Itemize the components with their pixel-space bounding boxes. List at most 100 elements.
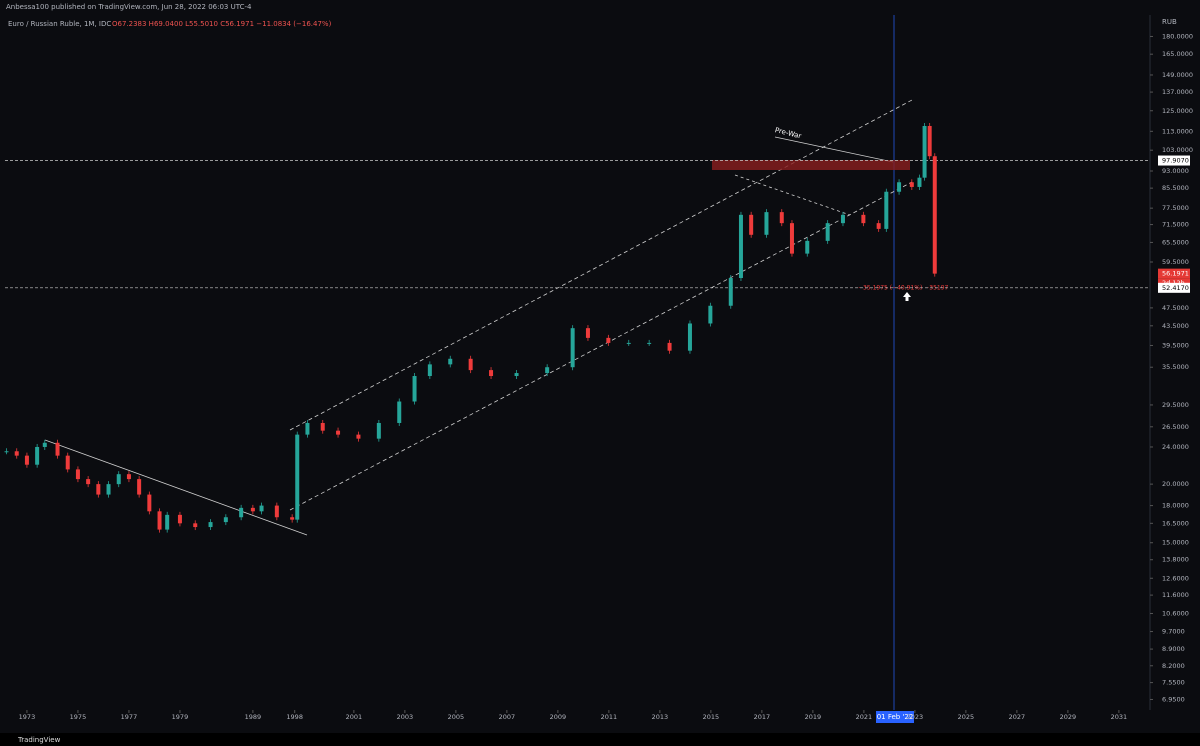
y-tick-label: 125.0000 xyxy=(1162,107,1193,115)
y-tick-label: 103.0000 xyxy=(1162,146,1193,154)
x-tick-label: 1979 xyxy=(172,713,189,721)
candle xyxy=(789,223,794,254)
candle xyxy=(909,182,914,187)
candle xyxy=(24,455,29,465)
x-tick-label: 2017 xyxy=(754,713,771,721)
candle xyxy=(35,446,40,465)
candle xyxy=(305,422,310,435)
candle xyxy=(223,517,228,523)
candle xyxy=(626,342,631,344)
candle xyxy=(749,214,754,235)
candle xyxy=(259,505,264,512)
price-tag xyxy=(1158,155,1190,166)
price-tag-label: 56.1971 xyxy=(1162,270,1189,278)
symbol: Euro / Russian Ruble, 1M, IDC xyxy=(8,20,111,28)
candle xyxy=(448,358,453,365)
candle xyxy=(728,278,733,306)
x-tick-label: 2013 xyxy=(652,713,669,721)
candle xyxy=(805,240,810,254)
y-tick-label: 24.0000 xyxy=(1162,443,1189,451)
y-tick-label: 113.0000 xyxy=(1162,127,1193,135)
header: Anbessa100 published on TradingView.com,… xyxy=(6,3,252,11)
y-tick-label: 165.0000 xyxy=(1162,50,1193,58)
zone xyxy=(712,160,910,170)
candle xyxy=(208,522,213,528)
price-tag-label: 97.9070 xyxy=(1162,157,1189,165)
x-tick-label: 1975 xyxy=(70,713,87,721)
candle xyxy=(489,370,494,377)
trend-line xyxy=(44,439,308,536)
y-tick-label: 43.5000 xyxy=(1162,322,1189,330)
candle xyxy=(193,523,198,528)
x-tick-label: 1973 xyxy=(19,713,36,721)
candle xyxy=(570,328,575,368)
candle xyxy=(545,367,550,374)
candle xyxy=(96,484,101,495)
candle xyxy=(764,212,769,235)
candle xyxy=(320,422,325,431)
candle xyxy=(840,214,845,224)
candle xyxy=(412,376,417,402)
candle xyxy=(116,474,121,485)
x-tick-label: 2011 xyxy=(601,713,618,721)
x-tick-label: 2003 xyxy=(397,713,414,721)
candle xyxy=(667,342,672,351)
x-tick-label: 2019 xyxy=(805,713,822,721)
y-tick-label: 65.5000 xyxy=(1162,238,1189,246)
x-tick-label: 2021 xyxy=(856,713,873,721)
x-tick-label: 2007 xyxy=(499,713,516,721)
candle xyxy=(397,401,402,423)
candle xyxy=(738,214,743,279)
x-tick-label: 2005 xyxy=(448,713,465,721)
candle xyxy=(825,223,830,241)
arrow xyxy=(774,136,894,163)
y-tick-label: 137.0000 xyxy=(1162,88,1193,96)
candle xyxy=(65,455,70,470)
y-tick-label: 13.8000 xyxy=(1162,556,1189,564)
y-tick-label: 35.5000 xyxy=(1162,363,1189,371)
channel-line xyxy=(289,99,913,431)
candle xyxy=(917,177,922,187)
x-tick-label: 2025 xyxy=(958,713,975,721)
candle xyxy=(876,223,881,229)
candle xyxy=(585,328,590,338)
candle xyxy=(356,434,361,439)
candle xyxy=(861,214,866,224)
x-tick-label: 2015 xyxy=(703,713,720,721)
brand: TradingView xyxy=(17,736,61,744)
measure: −35.1975 (−40.91%) −35197 xyxy=(858,285,949,292)
candle xyxy=(922,125,927,178)
candle xyxy=(4,451,9,453)
candle xyxy=(106,484,111,495)
y-tick-label: 93.0000 xyxy=(1162,167,1189,175)
y-tick-label: 8.2000 xyxy=(1162,662,1185,670)
price-tag xyxy=(1158,282,1190,293)
candle xyxy=(42,442,47,447)
ohlc: O67.2383 H69.0400 L55.5010 C56.1971 −11.… xyxy=(112,20,332,28)
channel-line xyxy=(289,181,913,511)
y-tick-label: 59.5000 xyxy=(1162,258,1189,266)
x-tick-label: 2029 xyxy=(1060,713,1077,721)
price-tag xyxy=(1158,268,1190,279)
x-tick-label: 1998 xyxy=(286,713,303,721)
footer xyxy=(0,733,1200,746)
y-tick-label: 6.9500 xyxy=(1162,695,1185,703)
y-tick-label: 12.6000 xyxy=(1162,574,1189,582)
candle xyxy=(55,442,60,456)
trend-line xyxy=(734,174,851,216)
candle xyxy=(647,342,652,344)
candle xyxy=(884,191,889,229)
candle xyxy=(708,305,713,324)
x-tick-label: 2001 xyxy=(346,713,363,721)
candle xyxy=(157,511,162,530)
candle xyxy=(295,434,300,520)
candle xyxy=(126,474,131,480)
x-tick-label: 2031 xyxy=(1111,713,1128,721)
candle xyxy=(897,182,902,192)
candle xyxy=(606,337,611,343)
candle xyxy=(274,505,279,518)
x-tick-label: 1989 xyxy=(245,713,262,721)
x-tick-label: 2009 xyxy=(550,713,567,721)
cursor-arrow xyxy=(903,292,911,301)
